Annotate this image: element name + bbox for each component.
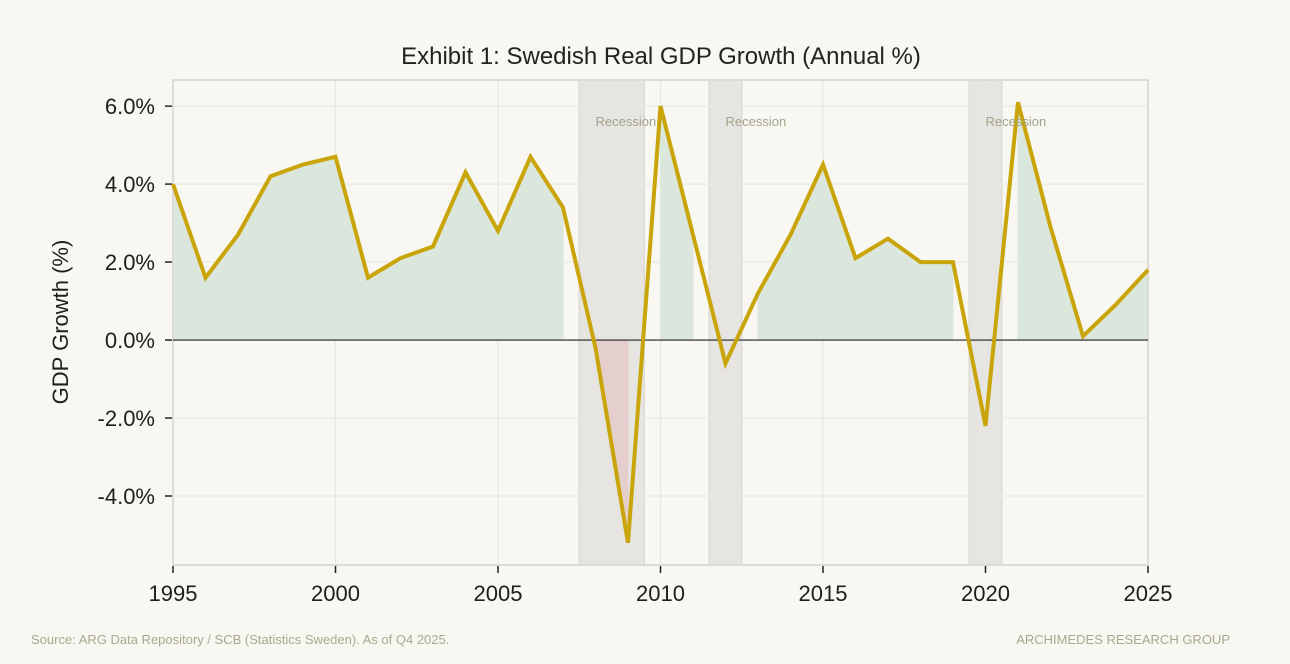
x-tick-label: 2015 xyxy=(799,581,848,606)
chart-title: Exhibit 1: Swedish Real GDP Growth (Annu… xyxy=(401,43,921,70)
plot-frame xyxy=(172,79,1149,566)
x-tick-label: 2000 xyxy=(311,581,360,606)
y-tick-label: 0.0% xyxy=(105,328,155,353)
source-note: Source: ARG Data Repository / SCB (Stati… xyxy=(31,632,449,647)
brand-name: ARCHIMEDES RESEARCH GROUP xyxy=(1016,632,1230,647)
positive-growth-fill xyxy=(1017,102,1051,341)
positive-growth-fill xyxy=(400,245,434,341)
positive-growth-fill xyxy=(270,163,304,341)
positive-growth-fill xyxy=(205,233,239,341)
recession-label: Recession xyxy=(986,114,1047,129)
y-axis-label: GDP Growth (%) xyxy=(48,240,73,405)
positive-growth-fill xyxy=(237,174,271,341)
y-tick-label: 2.0% xyxy=(105,250,155,275)
x-tick-label: 2020 xyxy=(961,581,1010,606)
positive-growth-fill xyxy=(920,261,954,341)
positive-growth-fill xyxy=(1115,268,1149,341)
positive-growth-fill xyxy=(432,172,466,341)
recession-label: Recession xyxy=(726,114,787,129)
y-tick-label: 6.0% xyxy=(105,94,155,119)
positive-growth-fill xyxy=(887,237,921,341)
recession-label: Recession xyxy=(596,114,657,129)
y-tick-label: 4.0% xyxy=(105,172,155,197)
x-tick-label: 2010 xyxy=(636,581,685,606)
positive-growth-fill xyxy=(302,156,336,341)
y-tick-label: -2.0% xyxy=(98,406,155,431)
y-tick-label: -4.0% xyxy=(98,484,155,509)
positive-growth-fill xyxy=(367,257,401,341)
x-tick-label: 2025 xyxy=(1124,581,1173,606)
positive-growth-fill xyxy=(822,164,856,341)
x-tick-label: 2005 xyxy=(474,581,523,606)
x-tick-label: 1995 xyxy=(149,581,198,606)
positive-growth-fill xyxy=(790,164,824,341)
